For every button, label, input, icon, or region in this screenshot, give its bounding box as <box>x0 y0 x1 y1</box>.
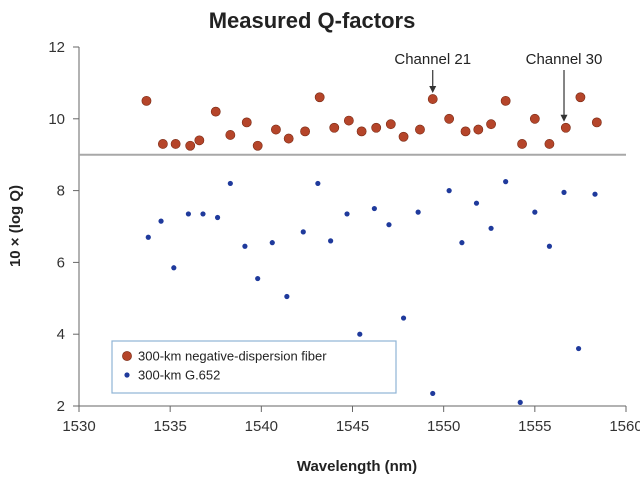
g652-point <box>488 225 494 231</box>
ndf-point <box>225 130 236 140</box>
g652-point <box>227 180 233 187</box>
y-axis-label: 10 × (log Q) <box>7 185 24 267</box>
ndf-point <box>194 135 205 146</box>
legend-box <box>111 340 397 394</box>
ndf-point <box>575 92 586 103</box>
g652-point <box>200 211 206 217</box>
g652-point <box>171 265 177 271</box>
ndf-point <box>271 124 281 135</box>
x-tick-label: 1540 <box>245 418 278 435</box>
g652-point <box>255 275 261 282</box>
annotation-arrow-head <box>560 114 568 122</box>
g652-point <box>400 315 407 321</box>
ndf-point <box>141 95 152 106</box>
g652-point <box>185 211 191 217</box>
g652-point <box>446 188 452 194</box>
ndf-point <box>170 139 181 149</box>
g652-point <box>328 238 334 244</box>
g652-point <box>459 240 465 246</box>
series-ndf <box>141 92 602 151</box>
g652-point <box>386 222 392 228</box>
ndf-point <box>415 124 425 135</box>
annotation-arrow-head <box>429 86 437 94</box>
ndf-point <box>560 122 571 133</box>
x-tick-label: 1555 <box>518 418 551 435</box>
g652-point <box>300 229 306 235</box>
g652-point <box>546 243 553 249</box>
y-tick-label: 10 <box>48 111 65 128</box>
g652-point <box>269 240 275 246</box>
g652-point <box>592 191 598 197</box>
ndf-point <box>314 92 325 103</box>
ndf-point <box>473 124 484 135</box>
g652-point <box>503 179 509 185</box>
legend-marker <box>124 372 130 378</box>
ndf-point <box>252 140 263 151</box>
g652-point <box>158 218 164 224</box>
x-axis-label: Wavelength (nm) <box>297 458 417 475</box>
ndf-point <box>529 113 540 124</box>
y-tick-label: 6 <box>57 254 65 271</box>
data-points <box>141 92 602 406</box>
ndf-point <box>283 133 294 144</box>
ndf-point <box>157 139 168 149</box>
g652-point <box>357 331 363 337</box>
g652-point <box>145 234 151 240</box>
ndf-point <box>517 139 527 149</box>
g652-point <box>532 209 538 215</box>
g652-point <box>284 293 290 300</box>
x-tick-label: 1535 <box>153 418 186 435</box>
ndf-point <box>486 119 496 130</box>
g652-point <box>575 345 582 352</box>
ndf-point <box>591 117 602 128</box>
legend-marker <box>122 351 132 361</box>
y-tick-label: 12 <box>48 39 65 56</box>
annotation-label: Channel 30 <box>526 51 603 68</box>
ndf-point <box>444 113 455 124</box>
legend: 300-km negative-dispersion fiber 300-km G… <box>111 340 397 394</box>
chart-title: Measured Q-factors <box>209 8 416 33</box>
channel-annotation: Channel 30 <box>526 51 603 122</box>
g652-point <box>415 209 421 215</box>
x-tick-label: 1530 <box>62 418 95 435</box>
annotations: Channel 21 Channel 30 <box>394 51 602 122</box>
ndf-point <box>385 119 396 130</box>
y-tick-label: 2 <box>57 398 65 415</box>
g652-point <box>473 200 480 206</box>
ndf-point <box>185 140 196 151</box>
g652-point <box>430 390 436 397</box>
series-g652 <box>145 179 598 406</box>
channel-annotation: Channel 21 <box>394 51 471 94</box>
y-tick-label: 4 <box>57 326 65 343</box>
x-tick-label: 1560 <box>609 418 640 435</box>
ndf-point <box>241 117 252 128</box>
y-tick-label: 8 <box>57 183 65 200</box>
g652-point <box>315 180 321 187</box>
g652-point <box>561 189 567 195</box>
g652-point <box>517 399 523 406</box>
axes: 1530 1535 1540 1545 1550 1555 1560 2 4 6 8 10 12 <box>48 39 640 435</box>
annotation-label: Channel 21 <box>394 51 471 68</box>
g652-point <box>344 211 350 217</box>
ndf-point <box>544 139 555 149</box>
ndf-point <box>210 106 221 117</box>
ndf-point <box>300 126 310 137</box>
ndf-point <box>460 126 471 137</box>
x-tick-label: 1545 <box>336 418 369 435</box>
ndf-point <box>398 131 409 142</box>
g652-point <box>242 243 248 249</box>
ndf-point <box>356 126 367 137</box>
g652-point <box>214 214 221 221</box>
legend-label: 300-km G.652 <box>138 368 220 383</box>
ndf-point <box>343 115 354 126</box>
ndf-point <box>500 95 511 106</box>
ndf-point <box>329 122 340 133</box>
g652-point <box>371 205 377 212</box>
legend-label: 300-km negative-dispersion fiber <box>138 349 327 364</box>
ndf-point <box>371 122 382 133</box>
x-tick-label: 1550 <box>427 418 460 435</box>
ndf-point <box>427 94 438 104</box>
